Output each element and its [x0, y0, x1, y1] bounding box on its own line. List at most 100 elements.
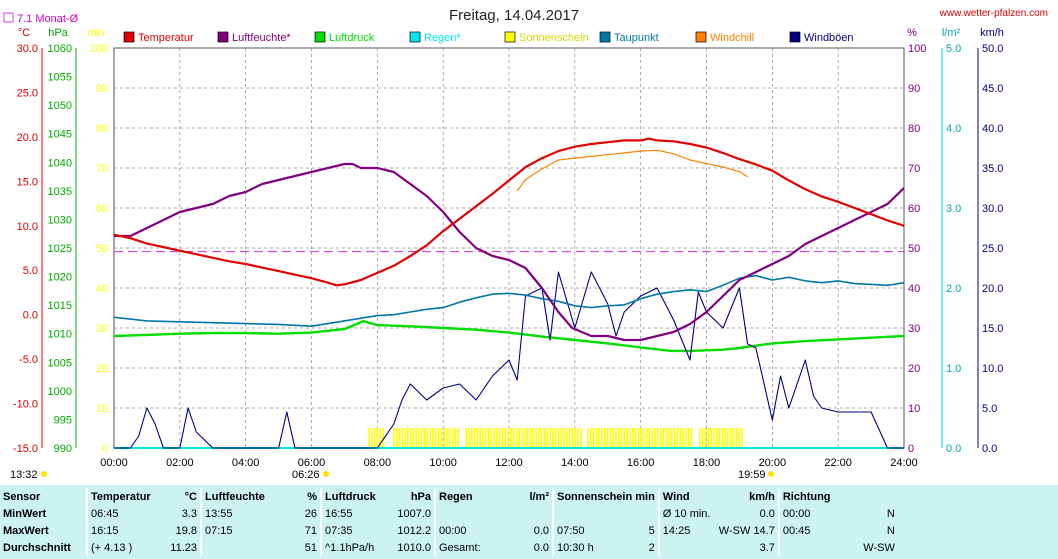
tick-label: 1035: [48, 186, 72, 198]
tick-label: 100: [908, 43, 926, 55]
tick-label: -10.0: [13, 399, 38, 411]
dir-min-time: 00:00: [777, 505, 846, 522]
tick-label: 1005: [48, 357, 72, 369]
press-unit: hPa: [410, 490, 431, 503]
monthly-avg-legend-box: [3, 12, 14, 23]
axis-unit-label: °C: [18, 27, 30, 39]
tick-label: 25.0: [17, 87, 38, 99]
axis-unit-label: hPa: [48, 27, 68, 39]
rain-max-time: 00:00: [434, 522, 502, 539]
dir-max: N: [886, 524, 895, 537]
tick-label: 15.0: [17, 176, 38, 188]
hum-max: 71: [304, 524, 317, 537]
tick-label: 40: [96, 283, 108, 295]
sun-total: 10:30 h: [551, 539, 635, 556]
wind-max-dir: W-SW: [718, 524, 751, 537]
wind-max: 14.7: [753, 524, 775, 537]
tick-label: 60: [96, 203, 108, 215]
tick-label: 5.0: [982, 403, 997, 415]
tick-label: 50: [908, 243, 920, 255]
legend: Temperatur Luftfeuchte* Luftdruck Regen* Son…: [123, 31, 854, 44]
legend-label: Windchill: [710, 32, 754, 44]
temp-max: 19.8: [175, 524, 197, 537]
tick-label: 1045: [48, 129, 72, 141]
tick-label: 30: [908, 323, 920, 335]
tick-label: 50.0: [982, 43, 1003, 55]
tick-label: 5.0: [946, 43, 961, 55]
dir-avg: W-SW: [863, 541, 895, 554]
tick-label: 1040: [48, 157, 72, 169]
tick-label: 1020: [48, 272, 72, 284]
legend-label: Luftdruck: [329, 32, 375, 44]
press-min-time: 16:55: [320, 505, 388, 522]
wind-min: 0.0: [759, 507, 775, 520]
tick-label: 0.0: [946, 443, 961, 455]
tick-label: 1.0: [946, 363, 961, 375]
tick-label: 1050: [48, 100, 72, 112]
axis-unit-label: min: [87, 27, 105, 39]
statistics-table: Sensor Temperatur °C Luftfeuchte % Luftd…: [0, 488, 898, 556]
tick-label: 5.0: [23, 265, 38, 277]
weather-chart: Freitag, 14.04.2017 www.wetter-pfalzen.c…: [3, 7, 1048, 481]
x-tick-label: 12:00: [495, 457, 523, 469]
tick-label: 30.0: [17, 43, 38, 55]
hum-avg: 51: [304, 541, 317, 554]
legend-label: Taupunkt: [614, 32, 659, 44]
tick-label: 20: [908, 363, 920, 375]
tick-label: 80: [96, 123, 108, 135]
hum-unit: %: [307, 490, 317, 503]
x-tick-label: 08:00: [364, 457, 392, 469]
tick-label: 35.0: [982, 163, 1003, 175]
x-tick-label: 02:00: [166, 457, 194, 469]
temp-min-time: 06:45: [86, 505, 154, 522]
tick-label: 70: [908, 163, 920, 175]
statistics-panel: Sensor Temperatur °C Luftfeuchte % Luftd…: [0, 485, 1058, 559]
series-line-luftdruck: [113, 319, 905, 353]
tick-label: 30.0: [982, 203, 1003, 215]
legend-swatch: [123, 31, 135, 43]
tick-label: 0: [908, 443, 914, 455]
tick-label: 1030: [48, 214, 72, 226]
tick-label: 60: [908, 203, 920, 215]
rain-max: 0.0: [533, 524, 549, 537]
row-label-sensor: Sensor: [3, 490, 41, 503]
press-max-time: 07:35: [320, 522, 388, 539]
legend-swatch: [695, 31, 707, 43]
tick-label: 990: [54, 443, 72, 455]
wind-max-time: 14:25: [657, 522, 716, 539]
tick-label: -15.0: [13, 443, 38, 455]
wind-unit: km/h: [749, 490, 775, 503]
axis-unit-label: km/h: [980, 27, 1004, 39]
tick-label: 0.0: [982, 443, 997, 455]
legend-swatch: [217, 31, 229, 43]
temp-unit: °C: [184, 490, 197, 503]
x-tick-label: 14:00: [561, 457, 589, 469]
tick-label: 2.0: [946, 283, 961, 295]
legend-label: Luftfeuchte*: [232, 32, 291, 44]
tick-label: 0.0: [23, 310, 38, 322]
sun-max: 5: [648, 524, 655, 537]
sun-avg: 2: [648, 541, 655, 554]
row-label-max: MaxWert: [3, 524, 49, 537]
series-line-taupunkt: [113, 274, 905, 328]
hum-min-time: 13:55: [200, 505, 278, 522]
press-min: 1007.0: [397, 507, 431, 520]
x-tick-label: 18:00: [693, 457, 721, 469]
legend-swatch: [789, 31, 801, 43]
sun-max-time: 07:50: [551, 522, 635, 539]
press-head: Luftdruck: [320, 488, 388, 505]
tick-label: 3.0: [946, 203, 961, 215]
tick-label: 40.0: [982, 123, 1003, 135]
tick-label: 1010: [48, 329, 72, 341]
chart-title: Freitag, 14.04.2017: [449, 7, 579, 24]
legend-label: Temperatur: [138, 32, 194, 44]
press-max: 1012.2: [397, 524, 431, 537]
tick-label: 80: [908, 123, 920, 135]
tick-label: 4.0: [946, 123, 961, 135]
legend-swatch: [314, 31, 326, 43]
site-link[interactable]: www.wetter-pfalzen.com: [939, 8, 1048, 19]
x-tick-label: 10:00: [429, 457, 457, 469]
legend-swatch: [409, 31, 421, 43]
start-sun-dot: [41, 471, 47, 477]
series-line-luftfeuchte: [114, 162, 905, 342]
